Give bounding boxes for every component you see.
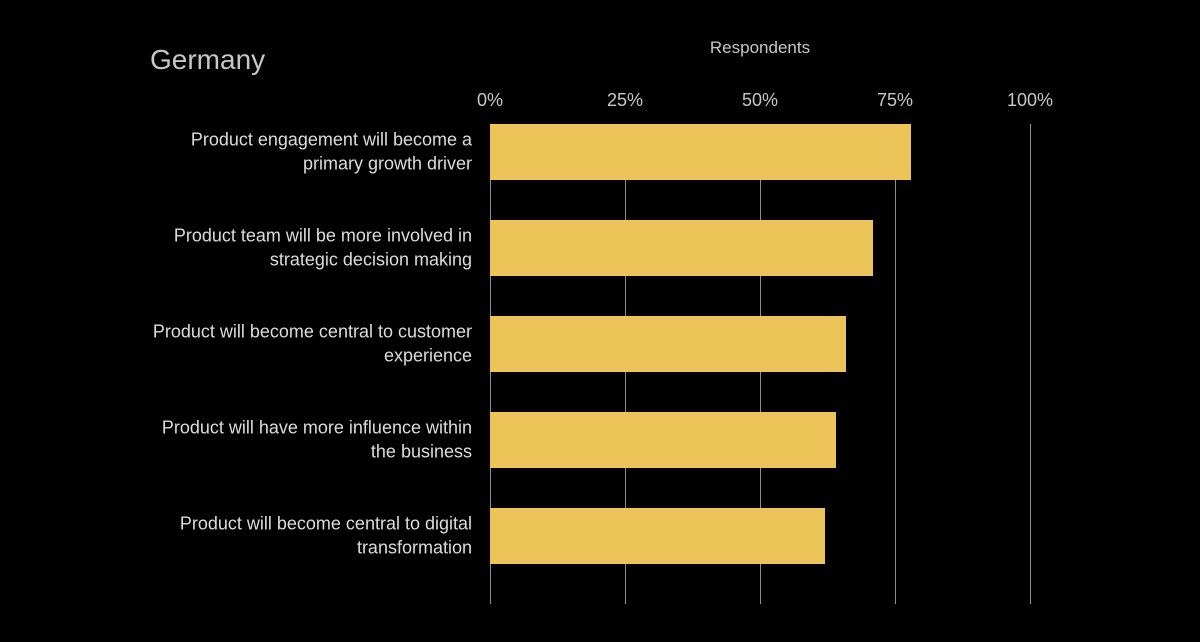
chart-container: Germany Respondents 0%25%50%75%100%Produ… <box>150 44 1110 76</box>
x-tick-label: 75% <box>877 90 913 111</box>
bar <box>490 508 825 564</box>
x-tick-label: 25% <box>607 90 643 111</box>
bar <box>490 124 911 180</box>
bar <box>490 412 836 468</box>
bar <box>490 220 873 276</box>
bar-label: Product team will be more involved in st… <box>142 224 472 273</box>
x-tick-label: 100% <box>1007 90 1053 111</box>
bar-label: Product will become central to customer … <box>142 320 472 369</box>
chart-title: Germany <box>150 44 1110 76</box>
bar-label: Product will have more influence within … <box>142 416 472 465</box>
bar-row: Product team will be more involved in st… <box>490 220 1030 276</box>
x-tick-label: 0% <box>477 90 503 111</box>
x-tick-label: 50% <box>742 90 778 111</box>
plot-area: 0%25%50%75%100%Product engagement will b… <box>490 124 1030 604</box>
bar-row: Product will have more influence within … <box>490 412 1030 468</box>
bar-label: Product will become central to digital t… <box>142 512 472 561</box>
bar-row: Product will become central to digital t… <box>490 508 1030 564</box>
bar-row: Product engagement will become a primary… <box>490 124 1030 180</box>
axis-title: Respondents <box>700 38 820 58</box>
bar <box>490 316 846 372</box>
gridline <box>1030 124 1031 604</box>
bar-row: Product will become central to customer … <box>490 316 1030 372</box>
bar-label: Product engagement will become a primary… <box>142 128 472 177</box>
